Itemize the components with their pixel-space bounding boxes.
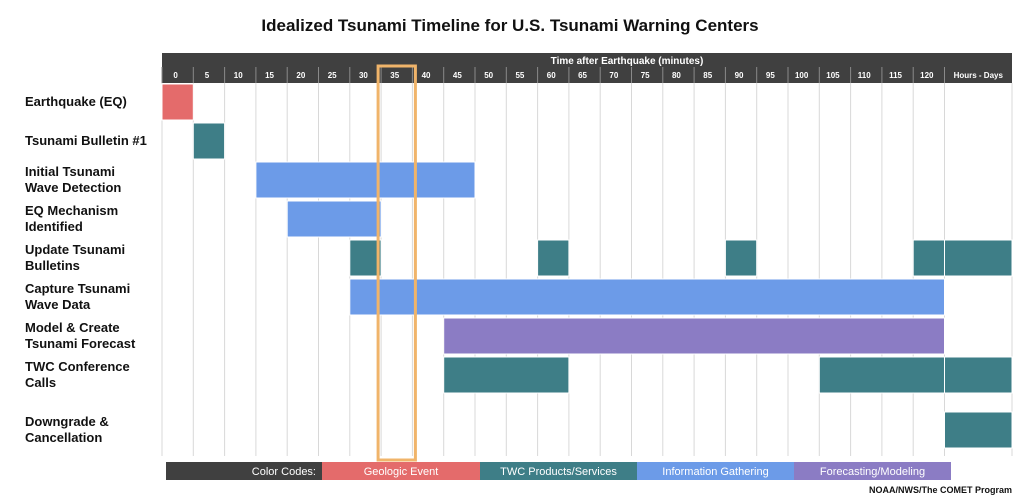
highlight-window — [376, 64, 417, 462]
x-tick-label: 45 — [453, 71, 462, 80]
legend-entry: Information Gathering — [662, 466, 768, 478]
x-tick-label: 10 — [234, 71, 243, 80]
timeline-bar — [443, 317, 945, 355]
row-label: Earthquake (EQ) — [25, 94, 127, 109]
legend-title: Color Codes: — [252, 466, 316, 478]
timeline-bar — [944, 239, 1013, 277]
x-tick-label: 40 — [422, 71, 431, 80]
x-tick-label: 70 — [609, 71, 618, 80]
x-tick-label: 60 — [547, 71, 556, 80]
row-label: Update Tsunami — [25, 242, 125, 257]
credit-text: NOAA/NWS/The COMET Program — [868, 485, 1012, 495]
x-tick-label: 85 — [703, 71, 712, 80]
row-label: Downgrade & — [25, 414, 109, 429]
row-label: EQ Mechanism — [25, 203, 118, 218]
x-axis-title: Time after Earthquake (minutes) — [551, 56, 704, 67]
timeline-bar — [818, 356, 945, 394]
timeline-bar — [443, 356, 570, 394]
x-tick-label: Hours - Days — [954, 71, 1004, 80]
timeline-bar — [349, 239, 382, 277]
x-tick-label: 15 — [265, 71, 274, 80]
x-tick-label: 120 — [920, 71, 934, 80]
x-tick-label: 0 — [173, 71, 178, 80]
row-label: Initial Tsunami — [25, 164, 115, 179]
x-tick-label: 35 — [390, 71, 399, 80]
x-tick-label: 110 — [858, 71, 871, 80]
x-tick-label: 95 — [766, 71, 775, 80]
axis-header-bar — [162, 53, 1012, 83]
timeline-bars — [161, 83, 1013, 449]
legend-entry: Forecasting/Modeling — [820, 466, 925, 478]
x-tick-label: 80 — [672, 71, 681, 80]
x-tick-label: 65 — [578, 71, 587, 80]
row-label: Tsunami Bulletin #1 — [25, 133, 147, 148]
x-tick-label: 20 — [296, 71, 305, 80]
legend-swatch — [637, 462, 794, 480]
timeline-bar — [724, 239, 758, 277]
legend-entry: Geologic Event — [364, 466, 439, 478]
timeline-bar — [161, 83, 194, 121]
x-tick-label: 55 — [515, 71, 524, 80]
row-label: TWC Conference — [25, 359, 130, 374]
x-tick-label: 75 — [641, 71, 650, 80]
x-tick-label: 30 — [359, 71, 368, 80]
timeline-bar — [944, 411, 1013, 449]
row-label: Capture Tsunami — [25, 281, 130, 296]
row-labels: Earthquake (EQ) Tsunami Bulletin #1 Initia… — [25, 94, 147, 445]
color-legend: Color Codes: Geologic Event TWC Products/S… — [166, 462, 951, 480]
timeline-bar — [944, 356, 1013, 394]
chart-title: Idealized Tsunami Timeline for U.S. Tsun… — [261, 16, 759, 35]
row-label: Cancellation — [25, 430, 102, 445]
timeline-bar — [349, 278, 945, 316]
timeline-bar — [255, 161, 476, 199]
row-label: Calls — [25, 375, 56, 390]
row-label: Bulletins — [25, 258, 80, 273]
x-tick-label: 90 — [735, 71, 744, 80]
legend-swatch — [480, 462, 637, 480]
grid-lines — [161, 83, 1013, 456]
row-label: Wave Data — [25, 297, 91, 312]
timeline-bar — [537, 239, 570, 277]
legend-swatch — [794, 462, 951, 480]
row-label: Wave Detection — [25, 180, 121, 195]
x-tick-label: 50 — [484, 71, 493, 80]
x-tick-label: 25 — [328, 71, 337, 80]
x-tick-label: 115 — [889, 71, 902, 80]
legend-swatch — [322, 462, 480, 480]
row-label: Tsunami Forecast — [25, 336, 136, 351]
timeline-bar — [192, 122, 226, 160]
x-tick-label: 100 — [795, 71, 809, 80]
row-label: Identified — [25, 219, 83, 234]
row-label: Model & Create — [25, 320, 120, 335]
x-tick-label: 5 — [205, 71, 210, 80]
x-tick-label: 105 — [826, 71, 840, 80]
legend-entry: TWC Products/Services — [500, 466, 617, 478]
highlight-box — [376, 64, 417, 462]
timeline-bar — [286, 200, 382, 238]
legend-label-box — [166, 462, 322, 480]
time-axis-header: Time after Earthquake (minutes) 0 5 10 15 20 2… — [161, 53, 1012, 83]
timeline-bar — [912, 239, 946, 277]
